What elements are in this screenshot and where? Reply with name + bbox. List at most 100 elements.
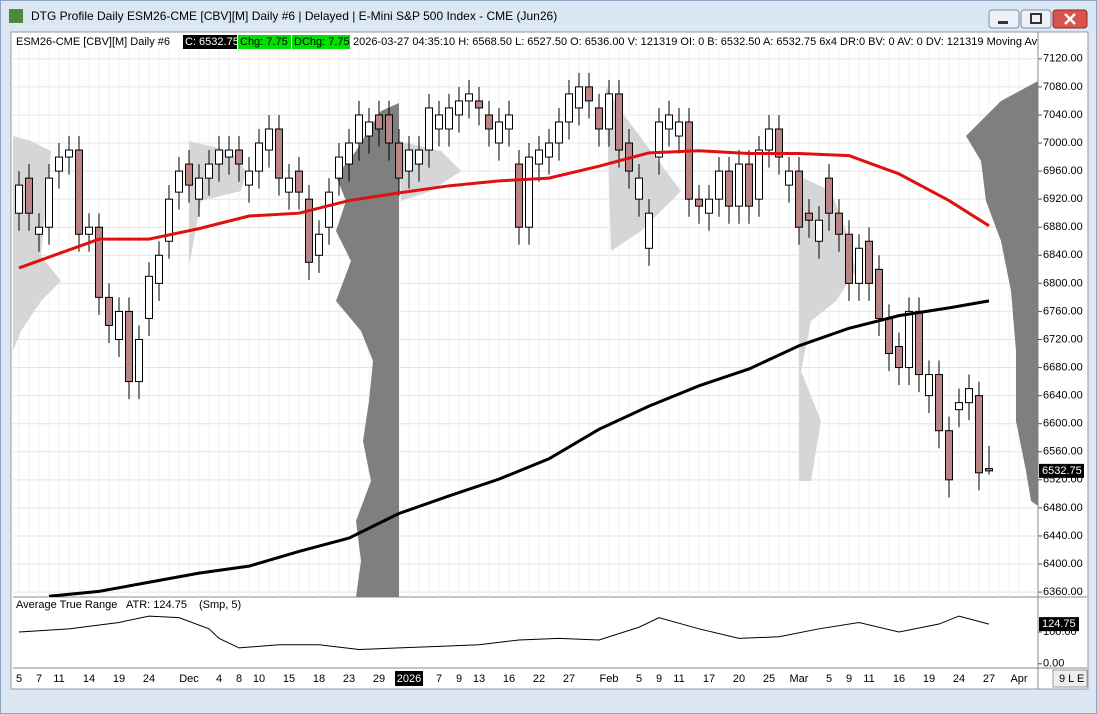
- candle-body: [215, 149, 223, 165]
- y-tick-label: 7080.00: [1043, 81, 1083, 93]
- y-tick-label: 7000.00: [1043, 137, 1083, 149]
- header-dchg: DChg: 7.75: [294, 36, 350, 48]
- header-close: C: 6532.75: [185, 36, 239, 48]
- candle-body: [465, 93, 473, 102]
- x-tick-label: Feb: [600, 673, 619, 685]
- atr-tick-label: 0.00: [1043, 658, 1064, 670]
- profile: [966, 81, 1038, 506]
- y-tick-label: 6680.00: [1043, 361, 1083, 373]
- candle-body: [545, 142, 553, 158]
- candle-body: [745, 163, 753, 207]
- candle-body: [525, 156, 533, 228]
- atr-tag-label: 124.75: [1042, 618, 1076, 630]
- candle-body: [765, 128, 773, 151]
- candle-body: [355, 114, 363, 144]
- x-tick-label: 27: [563, 673, 575, 685]
- candle-body: [15, 184, 23, 214]
- candle-body: [55, 156, 63, 172]
- candle-body: [805, 212, 813, 221]
- x-tick-label: 9: [456, 673, 462, 685]
- candle-body: [695, 198, 703, 207]
- y-tick-label: 6440.00: [1043, 530, 1083, 542]
- candle-body: [385, 114, 393, 144]
- x-tick-label: 11: [863, 673, 874, 685]
- candle-body: [585, 86, 593, 102]
- candle-body: [715, 170, 723, 200]
- candle-body: [875, 268, 883, 319]
- candle-body: [175, 170, 183, 193]
- close-icon: [1064, 13, 1076, 25]
- candle-body: [845, 233, 853, 284]
- profile: [336, 103, 399, 597]
- x-tick-label: 16: [503, 673, 515, 685]
- candle-body: [815, 219, 823, 242]
- candle-body: [125, 310, 133, 383]
- profile: [399, 141, 461, 201]
- y-tick-label: 7040.00: [1043, 109, 1083, 121]
- candle-body: [265, 128, 273, 151]
- candle-body: [735, 163, 743, 207]
- x-tick-label: 19: [113, 673, 125, 685]
- status-box: [1052, 669, 1088, 688]
- x-tick-label: 14: [83, 673, 95, 685]
- candle-body: [885, 317, 893, 355]
- candle-body: [645, 212, 653, 249]
- y-tick-label: 6400.00: [1043, 558, 1083, 570]
- candle-body: [565, 93, 573, 123]
- candle-body: [505, 114, 513, 130]
- volume-profiles: [13, 81, 1038, 597]
- candle-body: [85, 226, 93, 235]
- candle-body: [415, 149, 423, 165]
- x-tick-label: Dec: [179, 673, 199, 685]
- candle-body: [445, 107, 453, 130]
- candle-body: [975, 395, 983, 474]
- x-tick-label: 5: [826, 673, 832, 685]
- candle-body: [205, 163, 213, 179]
- x-tick-label: 18: [313, 673, 325, 685]
- header: ESM26-CME [CBV][M] Daily #6 C: 6532.75 C…: [16, 35, 1038, 49]
- candle-body: [25, 177, 33, 214]
- moving-average: [18, 149, 990, 270]
- candle-body: [255, 142, 263, 172]
- candle-body: [435, 114, 443, 130]
- minimize-button[interactable]: [988, 9, 1020, 29]
- candle-body: [345, 142, 353, 165]
- y-tick-label: 6920.00: [1043, 193, 1083, 205]
- price-tag-label: 6532.75: [1042, 465, 1082, 477]
- candle-body: [855, 247, 863, 284]
- x-tick-label: 17: [703, 673, 715, 685]
- candle-body: [925, 374, 933, 397]
- candle-body: [275, 128, 283, 179]
- candle-body: [825, 177, 833, 214]
- candle-body: [285, 177, 293, 193]
- candle-body: [155, 254, 163, 284]
- x-tick-label: Mar: [790, 673, 809, 685]
- maximize-button[interactable]: [1020, 9, 1052, 29]
- y-tick-label: 6480.00: [1043, 502, 1083, 514]
- atr-tag: [1039, 617, 1079, 632]
- candle-body: [795, 170, 803, 228]
- candle-body: [655, 121, 663, 158]
- atr-line: [18, 615, 990, 651]
- price-tag: [1039, 463, 1084, 478]
- candle-body: [555, 121, 563, 144]
- y-tick-label: 6640.00: [1043, 390, 1083, 402]
- candle-body: [305, 198, 313, 263]
- candle-body: [195, 177, 203, 200]
- candle-body: [865, 240, 873, 284]
- y-tick-label: 6360.00: [1043, 586, 1083, 598]
- candle-body: [945, 430, 953, 481]
- x-tick-label: 5: [16, 673, 22, 685]
- candle-body: [475, 100, 483, 109]
- x-tick-label: 25: [763, 673, 775, 685]
- x-tick-label: 10: [253, 673, 265, 685]
- candle-body: [575, 86, 583, 109]
- candle-body: [775, 128, 783, 158]
- y-tick-label: 6840.00: [1043, 249, 1083, 261]
- status: 9 L E: [1059, 673, 1084, 685]
- candle-body: [835, 212, 843, 235]
- candle-body: [495, 121, 503, 144]
- atr-params: (Smp, 5): [199, 599, 241, 611]
- candle-body: [335, 156, 343, 179]
